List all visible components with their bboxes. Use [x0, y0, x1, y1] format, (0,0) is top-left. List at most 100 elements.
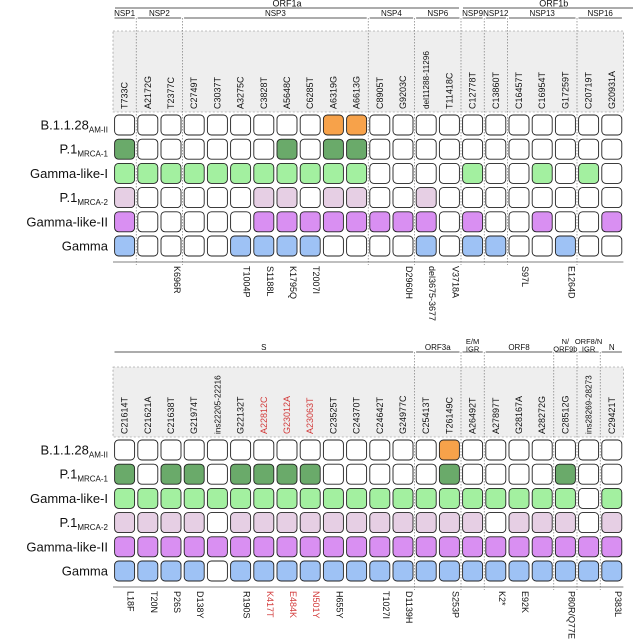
mutation-cell: [578, 560, 600, 582]
amino-acid-label: R190S: [242, 591, 252, 619]
amino-acid-label: P383L: [613, 591, 623, 617]
mutation-cell: [346, 536, 368, 558]
mutation-label: C21621A: [143, 396, 153, 434]
gene-label-orf1b: ORF1b: [539, 0, 568, 9]
amino-acid-label: N501Y: [311, 591, 321, 619]
mutation-cell: [299, 138, 321, 160]
region-label-e-m-igr: E/M: [466, 337, 479, 346]
mutation-cell: [415, 439, 437, 461]
mutation-cell: [578, 114, 600, 136]
mutation-cell: [299, 114, 321, 136]
mutation-cell: [601, 439, 623, 461]
mutation-cell: [183, 536, 205, 558]
amino-acid-label: D1139H: [404, 591, 414, 623]
amino-acid-label: L18F: [126, 591, 136, 612]
mutation-cell: [206, 560, 228, 582]
mutation-cell: [485, 187, 507, 209]
amino-acid-label: T20N: [149, 591, 159, 613]
mutation-cell: [531, 487, 553, 509]
mutation-cell: [578, 536, 600, 558]
mutation-label: ins28269-28273: [585, 375, 594, 434]
mutation-cell: [601, 114, 623, 136]
mutation-cell: [183, 487, 205, 509]
mutation-label: T733C: [120, 81, 130, 109]
mutation-cell: [114, 187, 136, 209]
mutation-cell: [438, 114, 460, 136]
mutation-cell: [276, 114, 298, 136]
mutation-cell: [230, 512, 252, 534]
mutation-cell: [369, 211, 391, 233]
mutation-cell: [392, 187, 414, 209]
mutation-cell: [183, 512, 205, 534]
mutation-cell: [601, 536, 623, 558]
mutation-cell: [485, 463, 507, 485]
region-label-n: N: [609, 343, 615, 352]
mutation-cell: [369, 187, 391, 209]
mutation-cell: [137, 138, 159, 160]
mutation-cell: [230, 138, 252, 160]
mutation-cell: [485, 560, 507, 582]
mutation-cell: [276, 162, 298, 184]
mutation-cell: [253, 187, 275, 209]
mutation-cell: [299, 162, 321, 184]
mutation-cell: [601, 162, 623, 184]
mutation-cell: [114, 512, 136, 534]
mutation-cell: [276, 560, 298, 582]
mutation-cell: [578, 187, 600, 209]
mutation-cell: [554, 536, 576, 558]
mutation-cell: [508, 487, 530, 509]
mutation-cell: [206, 211, 228, 233]
mutation-cell: [137, 560, 159, 582]
mutation-cell: [230, 463, 252, 485]
amino-acid-label: D138Y: [195, 591, 205, 619]
mutation-cell: [485, 439, 507, 461]
mutation-cell: [276, 211, 298, 233]
mutation-label: A6319G: [328, 76, 338, 109]
mutation-cell: [554, 162, 576, 184]
mutation-cell: [253, 138, 275, 160]
mutation-label: A22812C: [259, 396, 269, 434]
mutation-cell: [462, 439, 484, 461]
mutation-cell: [601, 463, 623, 485]
mutation-label: G20931A: [607, 71, 617, 109]
mutation-cell: [114, 211, 136, 233]
mutation-cell: [369, 536, 391, 558]
lineage-label: B.1.1.28AM-II: [40, 443, 108, 460]
lineage-label: P.1MRCA-1: [59, 142, 108, 159]
mutation-cell: [183, 187, 205, 209]
mutation-label: G28167A: [514, 396, 524, 434]
region-label-e-m-igr: IGR: [466, 345, 480, 354]
mutation-cell: [253, 560, 275, 582]
mutation-cell: [299, 187, 321, 209]
mutation-cell: [183, 162, 205, 184]
mutation-cell: [462, 536, 484, 558]
mutation-cell: [392, 560, 414, 582]
mutation-cell: [276, 187, 298, 209]
mutation-cell: [531, 138, 553, 160]
mutation-cell: [183, 439, 205, 461]
region-label-nsp1: NSP1: [114, 9, 135, 18]
mutation-cell: [346, 162, 368, 184]
mutation-cell: [438, 187, 460, 209]
mutation-cell: [438, 463, 460, 485]
mutation-cell: [578, 487, 600, 509]
mutation-cell: [438, 512, 460, 534]
mutation-cell: [462, 162, 484, 184]
gene-label-orf1a: ORF1a: [272, 0, 301, 9]
mutation-cell: [114, 463, 136, 485]
mutation-cell: [554, 187, 576, 209]
mutation-cell: [183, 211, 205, 233]
mutation-cell: [554, 487, 576, 509]
mutation-label: C8905T: [375, 76, 385, 109]
mutation-cell: [206, 512, 228, 534]
amino-acid-label: H655Y: [334, 591, 344, 619]
mutation-cell: [578, 138, 600, 160]
mutation-label: G24977C: [398, 395, 408, 434]
mutation-label: C29421T: [607, 396, 617, 434]
mutation-cell: [508, 235, 530, 257]
mutation-cell: [299, 463, 321, 485]
amino-acid-label: E92K: [520, 591, 530, 613]
mutation-cell: [183, 560, 205, 582]
mutation-label: C25413T: [421, 396, 431, 434]
mutation-cell: [276, 138, 298, 160]
